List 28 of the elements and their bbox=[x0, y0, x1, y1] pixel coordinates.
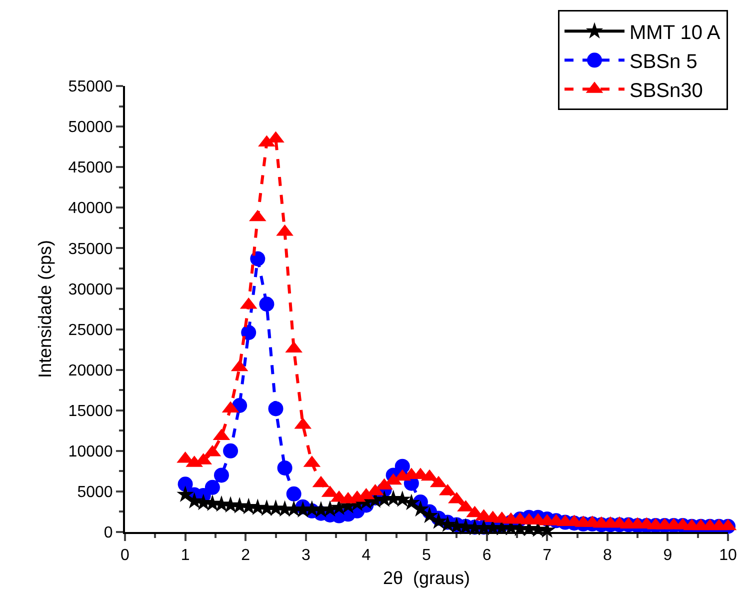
x-tick-label: 9 bbox=[663, 547, 672, 564]
y-tick-label: 55000 bbox=[68, 78, 113, 96]
x-axis-title: 2θ (graus) bbox=[382, 568, 470, 588]
x-tick-label: 0 bbox=[120, 547, 130, 564]
x-tick-label: 4 bbox=[362, 547, 371, 564]
x-tick-label: 3 bbox=[301, 547, 310, 564]
x-tick-label: 10 bbox=[719, 547, 737, 564]
y-tick-label: 10000 bbox=[68, 444, 113, 461]
y-tick-label: 50000 bbox=[68, 119, 113, 136]
y-tick-label: 25000 bbox=[68, 322, 113, 339]
legend-label: SBSn30 bbox=[630, 80, 703, 102]
y-tick-label: 45000 bbox=[68, 160, 113, 177]
y-tick-label: 35000 bbox=[68, 240, 113, 258]
y-tick-label: 0 bbox=[104, 524, 113, 542]
legend-label: MMT 10 A bbox=[630, 22, 721, 44]
y-tick-label: 15000 bbox=[68, 402, 113, 420]
x-tick-label: 2 bbox=[241, 547, 250, 564]
x-tick-label: 5 bbox=[422, 547, 432, 564]
x-tick-label: 7 bbox=[542, 547, 552, 564]
y-tick-label: 5000 bbox=[77, 484, 113, 502]
x-tick-label: 8 bbox=[602, 547, 612, 564]
x-tick-label: 6 bbox=[482, 547, 492, 564]
y-axis-title: Intensidade (cps) bbox=[35, 240, 55, 378]
legend-label: SBSn 5 bbox=[630, 50, 698, 73]
y-tick-label: 30000 bbox=[68, 281, 113, 298]
x-tick-label: 1 bbox=[180, 547, 190, 564]
y-tick-label: 40000 bbox=[68, 200, 113, 218]
y-tick-label: 20000 bbox=[68, 362, 113, 380]
